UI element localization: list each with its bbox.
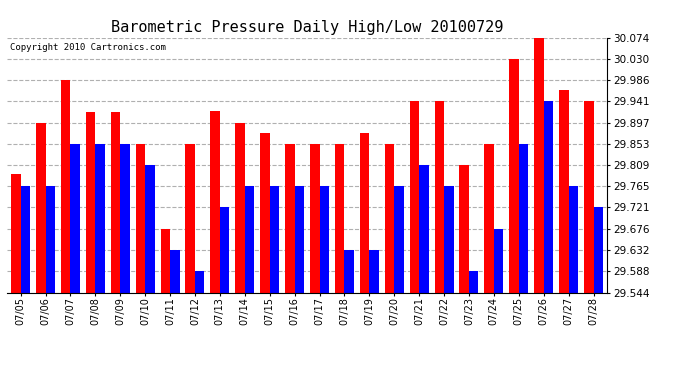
- Bar: [111, 112, 120, 292]
- Text: Copyright 2010 Cartronics.com: Copyright 2010 Cartronics.com: [10, 43, 166, 52]
- Bar: [509, 58, 519, 292]
- Bar: [235, 123, 245, 292]
- Bar: [344, 250, 354, 292]
- Bar: [95, 144, 105, 292]
- Bar: [394, 186, 404, 292]
- Bar: [484, 144, 494, 292]
- Bar: [260, 133, 270, 292]
- Bar: [410, 102, 419, 292]
- Bar: [460, 165, 469, 292]
- Bar: [369, 250, 379, 292]
- Bar: [210, 111, 220, 292]
- Bar: [220, 207, 229, 292]
- Bar: [519, 144, 529, 292]
- Bar: [245, 186, 254, 292]
- Bar: [544, 102, 553, 292]
- Bar: [494, 229, 503, 292]
- Bar: [335, 144, 344, 292]
- Bar: [120, 144, 130, 292]
- Bar: [61, 80, 70, 292]
- Bar: [11, 174, 21, 292]
- Bar: [419, 165, 428, 292]
- Bar: [86, 112, 95, 292]
- Bar: [319, 186, 329, 292]
- Bar: [170, 250, 179, 292]
- Bar: [70, 144, 80, 292]
- Bar: [584, 102, 593, 292]
- Bar: [270, 186, 279, 292]
- Bar: [46, 186, 55, 292]
- Bar: [310, 144, 319, 292]
- Bar: [136, 144, 145, 292]
- Bar: [195, 272, 204, 292]
- Bar: [435, 102, 444, 292]
- Bar: [186, 144, 195, 292]
- Title: Barometric Pressure Daily High/Low 20100729: Barometric Pressure Daily High/Low 20100…: [111, 20, 503, 35]
- Bar: [469, 272, 478, 292]
- Bar: [285, 144, 295, 292]
- Bar: [161, 229, 170, 292]
- Bar: [569, 186, 578, 292]
- Bar: [444, 186, 453, 292]
- Bar: [145, 165, 155, 292]
- Bar: [21, 186, 30, 292]
- Bar: [36, 123, 46, 292]
- Bar: [593, 207, 603, 292]
- Bar: [360, 133, 369, 292]
- Bar: [559, 90, 569, 292]
- Bar: [295, 186, 304, 292]
- Bar: [385, 144, 394, 292]
- Bar: [534, 38, 544, 292]
